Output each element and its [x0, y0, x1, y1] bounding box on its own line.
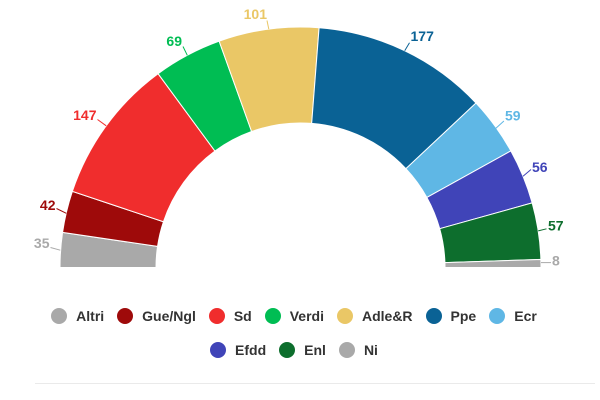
svg-text:147: 147 — [73, 107, 97, 123]
svg-text:57: 57 — [548, 218, 564, 234]
svg-text:177: 177 — [411, 28, 435, 44]
svg-text:35: 35 — [34, 235, 50, 251]
svg-text:8: 8 — [552, 252, 560, 268]
svg-text:101: 101 — [244, 6, 268, 22]
svg-text:56: 56 — [532, 159, 548, 175]
svg-text:59: 59 — [505, 108, 521, 124]
svg-text:42: 42 — [40, 197, 56, 213]
svg-text:69: 69 — [166, 33, 182, 49]
